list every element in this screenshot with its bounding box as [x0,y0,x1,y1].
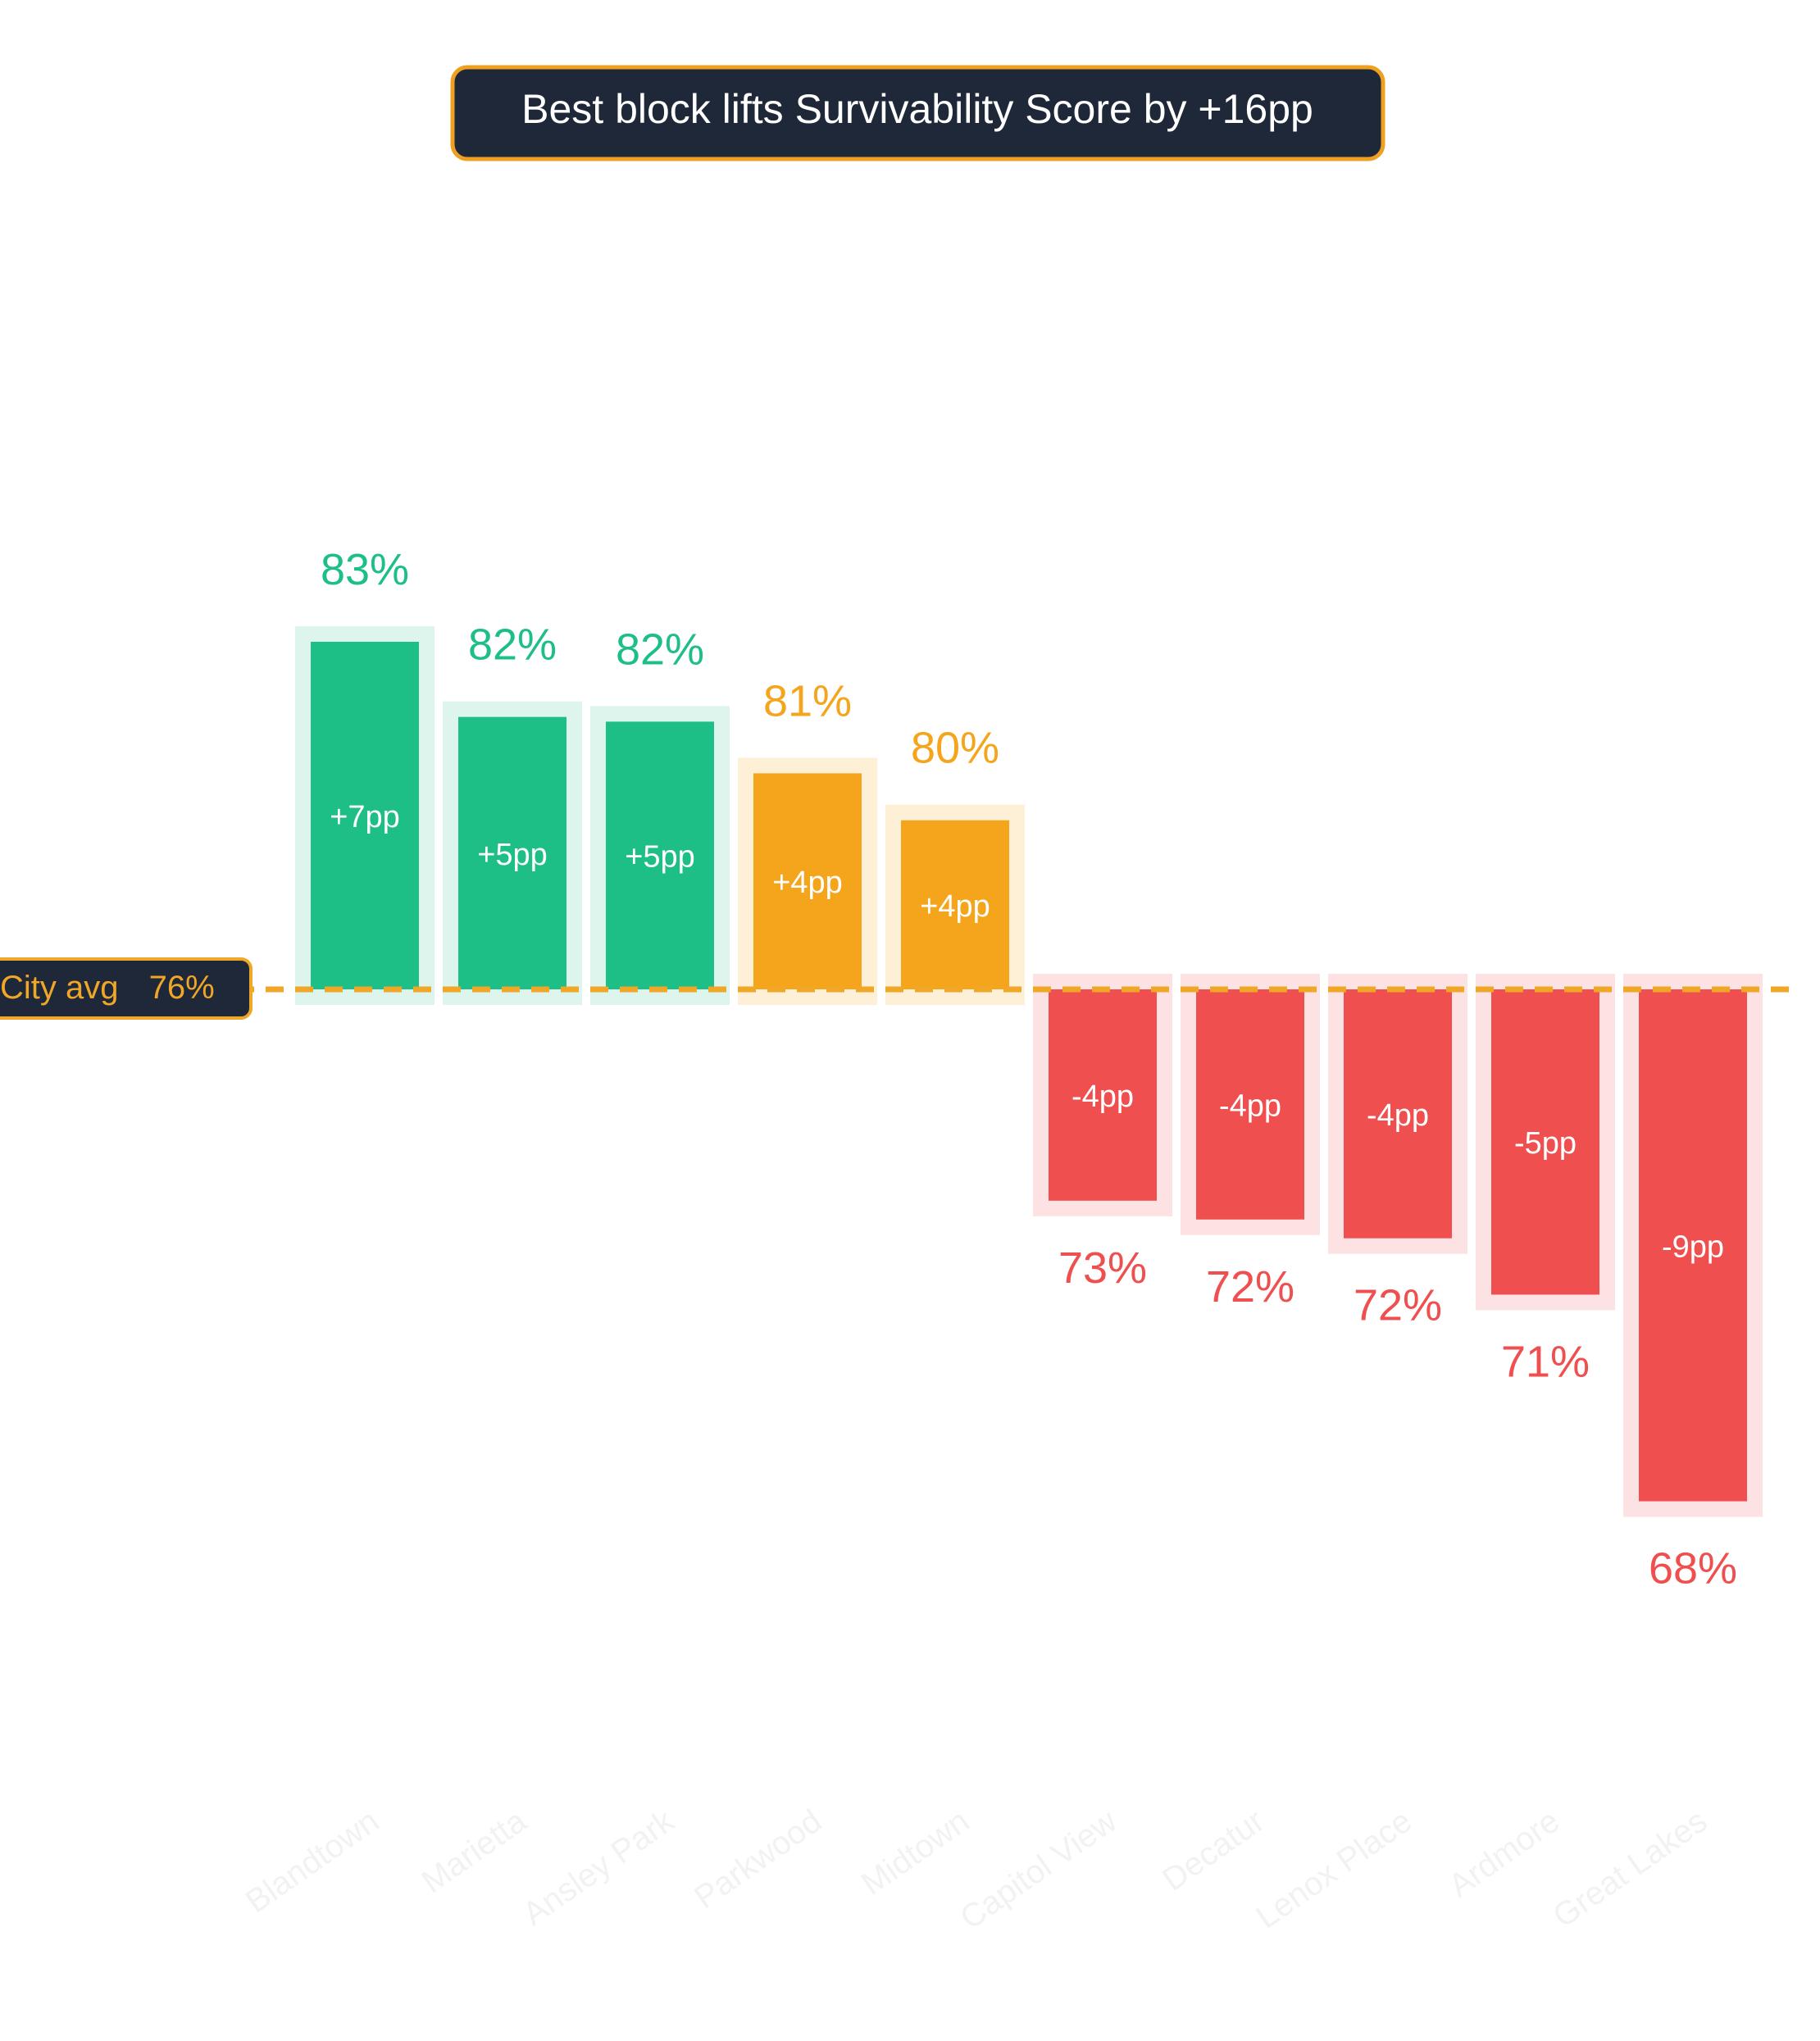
bar [1049,989,1157,1201]
bar [753,773,862,989]
x-tick-label: Ansley Park [516,1802,681,1933]
bar [606,721,714,989]
value-label: 82% [468,620,557,670]
bar [311,641,419,989]
value-label: 81% [763,676,852,725]
x-tick-label: Midtown [855,1802,976,1902]
delta-label: +5pp [625,840,695,875]
delta-label: +4pp [772,866,843,900]
delta-label: +4pp [920,889,990,924]
bar [1196,989,1304,1220]
x-tick-label: Ardmore [1442,1802,1566,1904]
value-label: 83% [321,545,409,594]
bar [1344,989,1452,1239]
delta-label: -4pp [1072,1080,1134,1114]
baseline-label-text: City avg [0,970,119,1006]
bars [311,641,1747,1502]
bar [901,820,1009,989]
bar [458,716,566,989]
delta-label: +5pp [477,838,548,872]
value-label: 71% [1501,1337,1590,1386]
value-label: 72% [1354,1281,1442,1330]
bar [1491,989,1599,1295]
value-label: 72% [1206,1262,1294,1311]
baseline-value-text: 76% [149,970,215,1006]
x-tick-label: Marietta [416,1802,534,1900]
baseline-label: City avg 76% [0,970,215,1006]
value-labels: +7pp 83% +5pp 82% +5pp 82% +4pp 81% +4pp 80% -4pp 7… [321,545,1737,1593]
value-label: 82% [616,625,704,674]
baseline-badge: City avg 76% [0,957,253,1020]
delta-label: -9pp [1662,1230,1724,1264]
x-tick-label: Decatur [1156,1802,1271,1898]
delta-label: -4pp [1219,1089,1281,1123]
x-tick-label: Parkwood [688,1802,828,1916]
title-box: Best block lifts Survivability Score by … [450,65,1385,161]
x-tick-label: Capitol View [953,1802,1123,1936]
value-label: 80% [911,724,999,773]
value-label: 73% [1058,1243,1147,1293]
delta-label: -4pp [1367,1098,1429,1133]
value-label: 68% [1649,1544,1737,1593]
x-tick-label: Great Lakes [1546,1802,1713,1934]
x-tick-label: Lenox Place [1250,1802,1419,1935]
x-tick-label: Blandtown [239,1802,385,1920]
baseline-badge-box [0,957,253,1020]
chart-title: Best block lifts Survivability Score by … [521,86,1313,132]
delta-label: +7pp [330,800,400,834]
bar [1639,989,1747,1502]
delta-label: -5pp [1514,1126,1577,1161]
title-box-background [450,65,1385,161]
